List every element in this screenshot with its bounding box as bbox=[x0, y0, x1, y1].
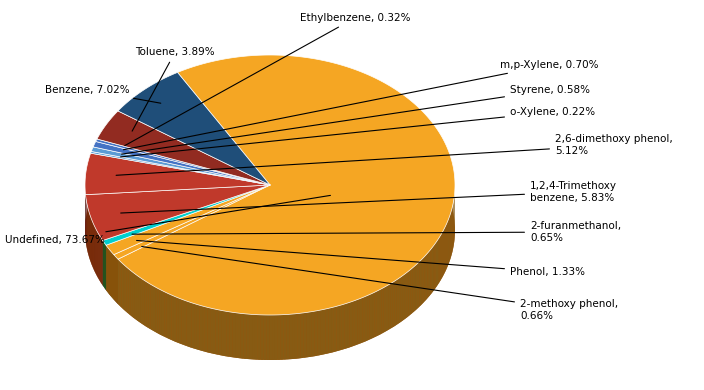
Text: Toluene, 3.89%: Toluene, 3.89% bbox=[132, 47, 215, 131]
Text: Benzene, 7.02%: Benzene, 7.02% bbox=[45, 85, 161, 103]
Text: 1,2,4-Trimethoxy
benzene, 5.83%: 1,2,4-Trimethoxy benzene, 5.83% bbox=[120, 181, 617, 213]
Text: Undefined, 73.67%: Undefined, 73.67% bbox=[5, 195, 330, 245]
Text: Ethylbenzene, 0.32%: Ethylbenzene, 0.32% bbox=[125, 13, 410, 145]
Text: m,p-Xylene, 0.70%: m,p-Xylene, 0.70% bbox=[123, 60, 598, 150]
Ellipse shape bbox=[85, 100, 455, 360]
Text: 2-furanmethanol,
0.65%: 2-furanmethanol, 0.65% bbox=[132, 221, 621, 243]
Text: Styrene, 0.58%: Styrene, 0.58% bbox=[122, 85, 590, 154]
Text: 2-methoxy phenol,
0.66%: 2-methoxy phenol, 0.66% bbox=[142, 246, 618, 321]
Text: o-Xylene, 0.22%: o-Xylene, 0.22% bbox=[120, 107, 595, 157]
Text: Phenol, 1.33%: Phenol, 1.33% bbox=[137, 241, 585, 277]
Text: 2,6-dimethoxy phenol,
5.12%: 2,6-dimethoxy phenol, 5.12% bbox=[116, 134, 673, 175]
